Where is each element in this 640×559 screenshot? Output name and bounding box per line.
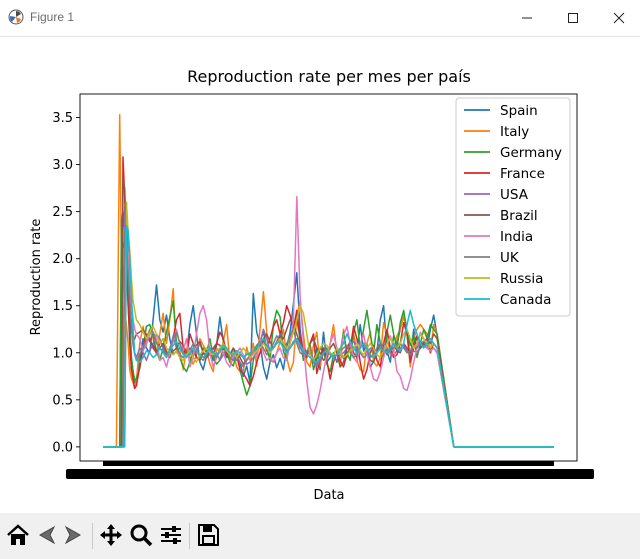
toolbar-separator: [189, 523, 190, 549]
save-button[interactable]: [194, 521, 222, 549]
home-button[interactable]: [4, 521, 32, 549]
y-tick-label: 1.0: [52, 346, 73, 361]
legend-label-russia: Russia: [500, 271, 543, 287]
x-axis-label: Data: [313, 488, 344, 503]
matplotlib-app-icon: [8, 9, 24, 25]
legend-label-canada: Canada: [500, 292, 551, 308]
back-button[interactable]: [32, 521, 60, 549]
y-tick-label: 1.5: [52, 299, 73, 314]
legend-label-uk: UK: [500, 250, 520, 266]
pan-button[interactable]: [97, 521, 125, 549]
arrow-left-icon: [38, 525, 56, 545]
legend-label-spain: Spain: [500, 103, 538, 119]
maximize-button[interactable]: [550, 0, 596, 36]
y-tick-label: 2.0: [52, 252, 73, 267]
y-tick-label: 3.0: [52, 158, 73, 173]
sliders-icon: [161, 526, 181, 544]
y-tick-label: 2.5: [52, 205, 73, 220]
x-tick-labels-overlapping: [66, 469, 594, 479]
y-tick-label: 3.5: [52, 111, 73, 126]
chart-title: Reproduction rate per mes per país: [187, 67, 471, 86]
window-title: Figure 1: [30, 10, 75, 24]
legend-label-italy: Italy: [500, 124, 529, 140]
minimize-button[interactable]: [504, 0, 550, 36]
forward-button[interactable]: [60, 521, 88, 549]
y-axis-label: Reproduction rate: [29, 219, 44, 336]
legend-label-usa: USA: [500, 187, 529, 203]
window-titlebar: Figure 1: [0, 0, 640, 37]
navigation-toolbar: [0, 513, 640, 559]
series-line-france: [103, 156, 554, 448]
legend-label-india: India: [500, 229, 533, 245]
close-icon: [613, 12, 625, 24]
maximize-icon: [568, 13, 578, 23]
y-tick-label: 0.5: [52, 393, 73, 408]
close-button[interactable]: [596, 0, 640, 36]
legend-label-germany: Germany: [500, 145, 562, 161]
plot-lines: [103, 113, 554, 448]
toolbar-separator: [92, 523, 93, 549]
figure-canvas: Reproduction rate per mes per país 0.00.…: [29, 67, 594, 503]
floppy-disk-icon: [198, 524, 219, 546]
minimize-icon: [522, 17, 532, 19]
legend-label-france: France: [500, 166, 545, 182]
legend: Spain Italy Germany France USA Brazil India UK R…: [455, 97, 571, 317]
series-line-canada: [103, 224, 554, 448]
y-axis: 0.0 0.5 1.0 1.5 2.0 2.5 3.0 3.5: [52, 111, 80, 455]
x-ticks-dense: [103, 461, 554, 466]
move-icon: [100, 524, 122, 546]
zoom-button[interactable]: [127, 521, 155, 549]
x-axis: [66, 461, 594, 479]
configure-subplots-button[interactable]: [157, 521, 185, 549]
legend-label-brazil: Brazil: [500, 208, 538, 224]
y-tick-label: 0.0: [52, 440, 73, 455]
home-icon: [7, 524, 29, 545]
magnifier-icon: [130, 524, 153, 547]
arrow-right-icon: [64, 525, 82, 545]
